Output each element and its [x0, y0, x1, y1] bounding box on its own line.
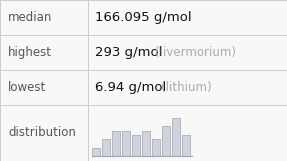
Bar — [102, 139, 110, 156]
Text: 293 g/mol: 293 g/mol — [95, 46, 162, 59]
Text: median: median — [8, 11, 52, 24]
Text: (livermorium): (livermorium) — [155, 46, 236, 59]
Text: highest: highest — [8, 46, 52, 59]
Bar — [112, 131, 120, 156]
Text: distribution: distribution — [8, 127, 76, 139]
Text: (lithium): (lithium) — [161, 81, 212, 94]
Bar — [162, 126, 170, 156]
Bar — [182, 135, 190, 156]
Bar — [142, 131, 150, 156]
Bar — [132, 135, 140, 156]
Bar — [152, 139, 160, 156]
Bar — [122, 131, 130, 156]
Bar — [92, 147, 100, 156]
Bar — [172, 118, 180, 156]
Text: lowest: lowest — [8, 81, 46, 94]
Text: 166.095 g/mol: 166.095 g/mol — [95, 11, 192, 24]
Text: 6.94 g/mol: 6.94 g/mol — [95, 81, 166, 94]
